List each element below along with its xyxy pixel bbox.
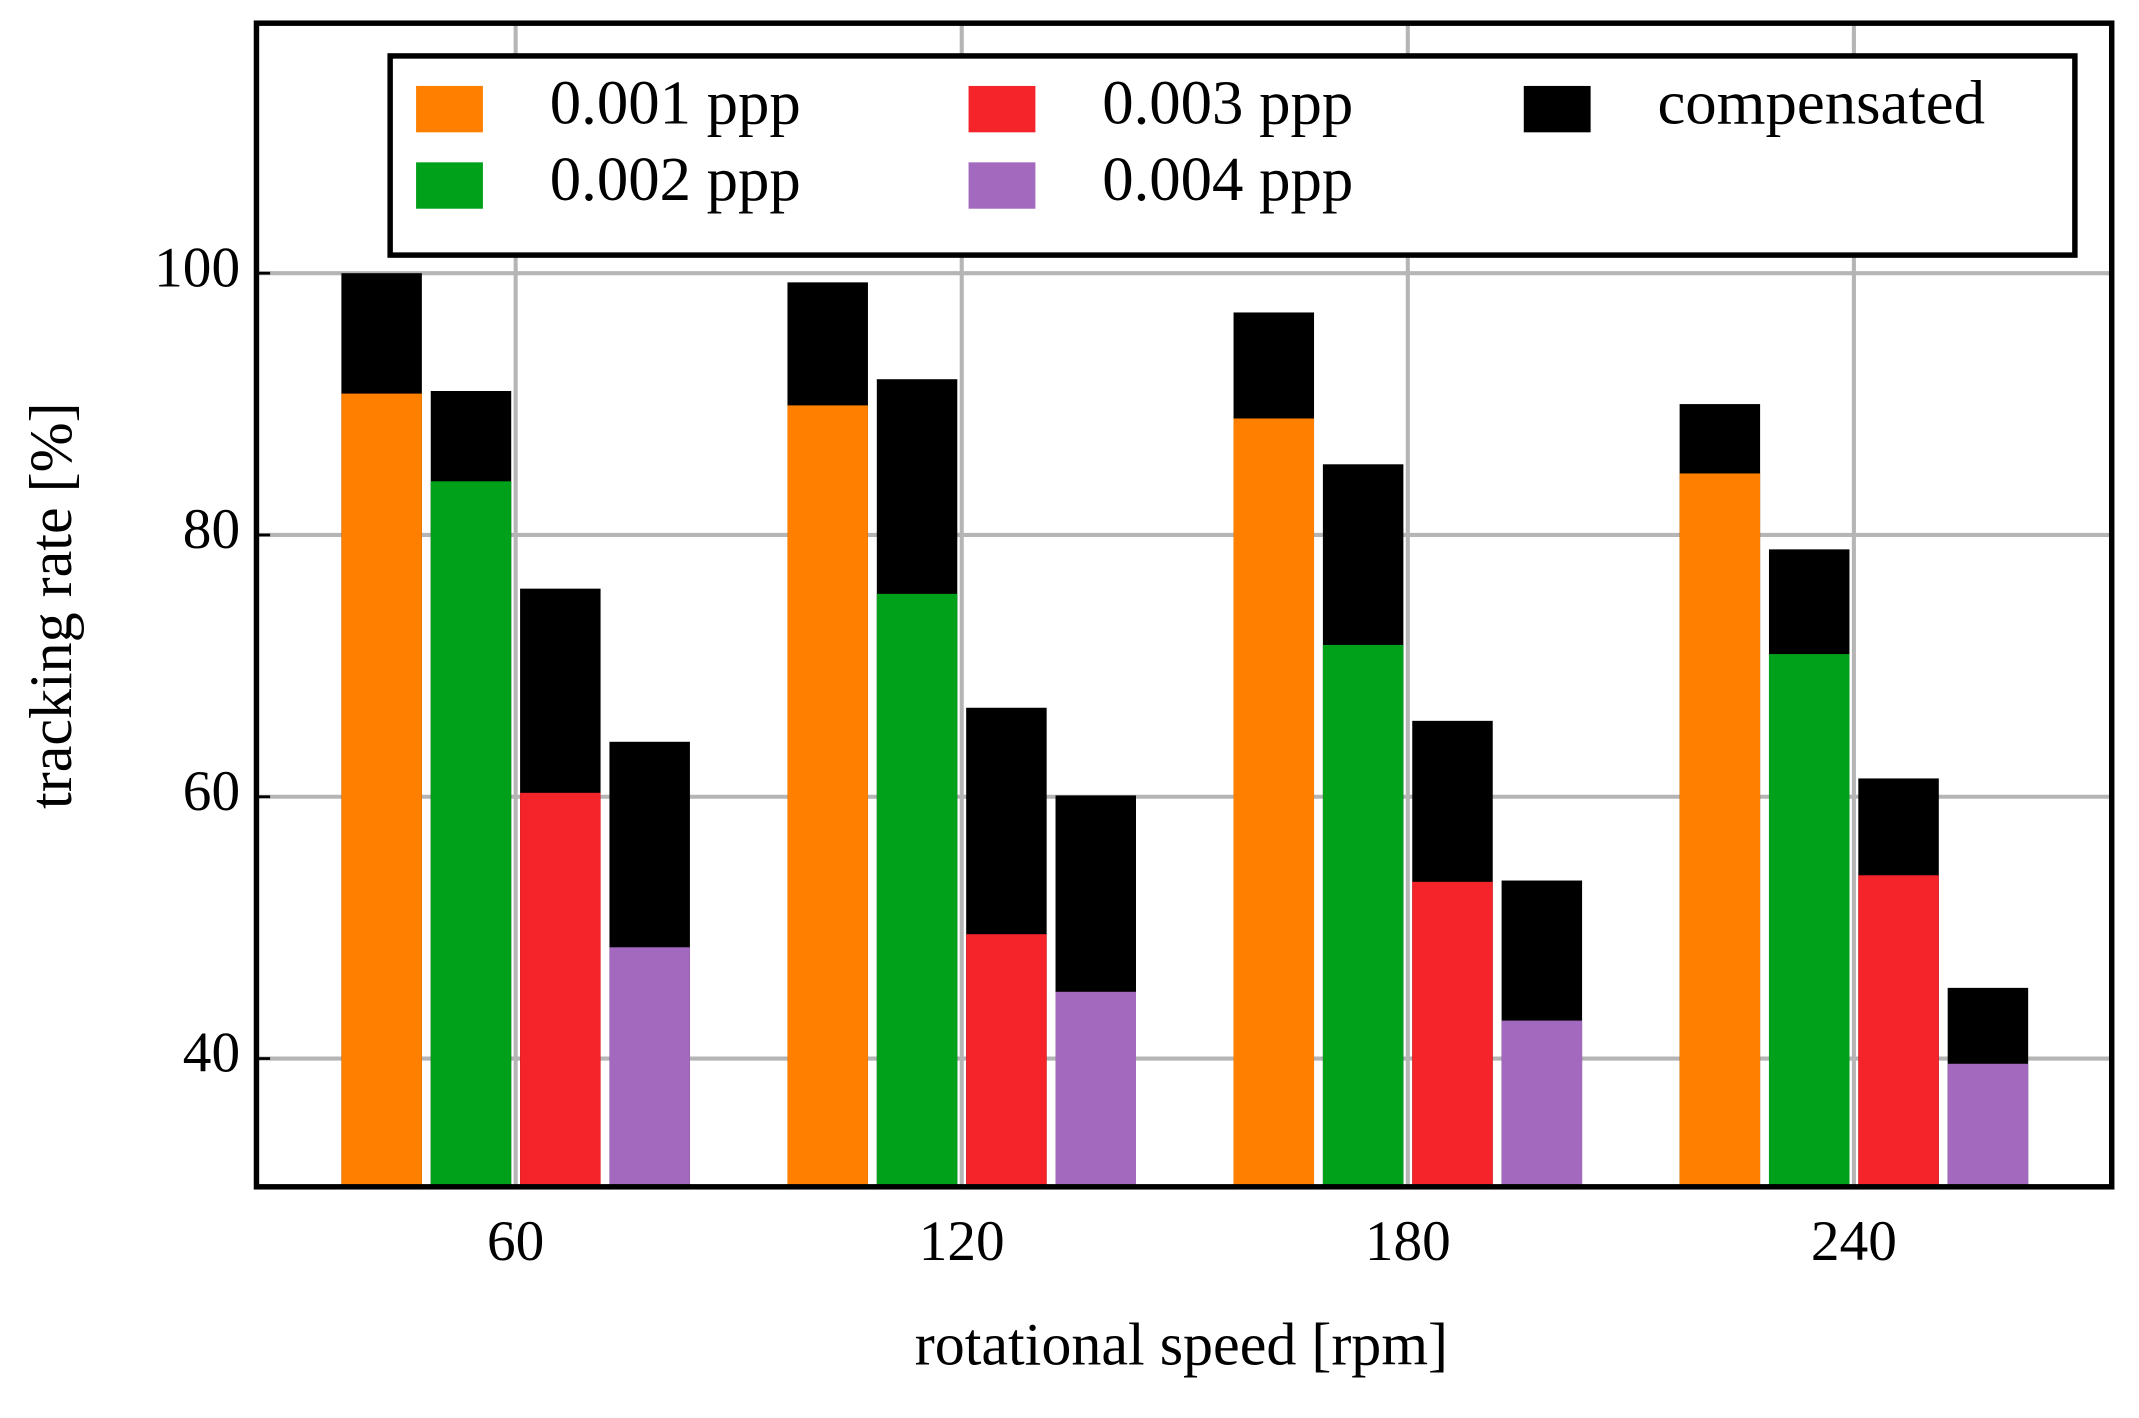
y-tick-label: 60	[183, 760, 240, 823]
x-tick-label: 60	[487, 1210, 544, 1273]
bar	[341, 393, 422, 1187]
legend-box	[387, 53, 2078, 258]
x-tick-label: 240	[1811, 1210, 1897, 1273]
bar	[1858, 875, 1939, 1187]
bar	[1501, 1020, 1583, 1187]
x-tick-label: 120	[919, 1210, 1005, 1273]
plot-frame	[253, 20, 2115, 1190]
bar	[1233, 418, 1315, 1187]
bar	[787, 405, 868, 1187]
legend-label: 0.001 ppp	[550, 68, 801, 138]
x-tick-label: 180	[1365, 1210, 1451, 1273]
bar	[966, 934, 1047, 1187]
y-tick-label: 40	[183, 1022, 240, 1085]
legend-label: 0.004 ppp	[1102, 144, 1353, 214]
legend-label: 0.002 ppp	[550, 144, 801, 214]
bar	[1768, 654, 1850, 1187]
legend-swatch	[968, 85, 1036, 133]
bar	[520, 792, 601, 1187]
x-axis-label: rotational speed [rpm]	[915, 1311, 1448, 1377]
bar	[1322, 644, 1404, 1187]
bar	[1055, 991, 1137, 1187]
bar	[876, 593, 958, 1187]
legend-swatch	[1523, 85, 1591, 133]
y-axis-label: tracking rate [%]	[18, 402, 84, 809]
legend-swatch	[968, 162, 1036, 209]
legend-label: 0.003 ppp	[1102, 68, 1353, 138]
bar	[430, 481, 512, 1187]
legend-label: compensated	[1657, 68, 1985, 138]
bar	[1412, 881, 1493, 1187]
bar	[1947, 1063, 2029, 1187]
bar	[609, 947, 690, 1187]
plot-root: rotational speed [rpm] tracking rate [%]…	[18, 20, 2115, 1377]
y-tick-label: 100	[154, 236, 240, 299]
legend-swatch	[416, 162, 483, 209]
legend-swatch	[416, 85, 483, 133]
y-tick-label: 80	[183, 498, 240, 561]
bar	[1679, 473, 1761, 1187]
